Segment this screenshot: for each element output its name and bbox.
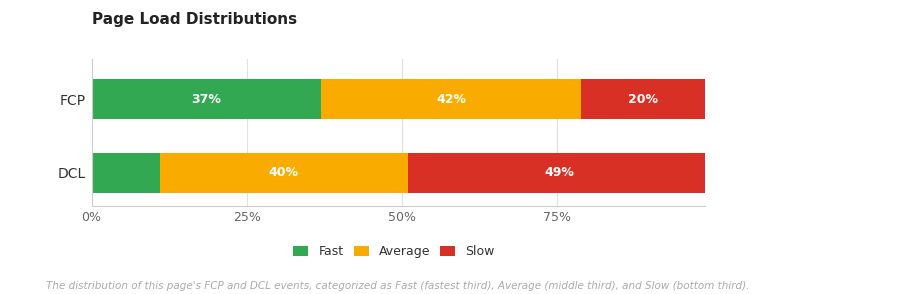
Text: 42%: 42%: [436, 93, 466, 106]
Bar: [582, 79, 705, 119]
Legend: Fast, Average, Slow: Fast, Average, Slow: [293, 245, 495, 258]
Bar: [92, 79, 321, 119]
Bar: [92, 153, 159, 193]
Text: Page Load Distributions: Page Load Distributions: [92, 12, 297, 27]
Text: The distribution of this page's FCP and DCL events, categorized as Fast (fastest: The distribution of this page's FCP and …: [46, 281, 749, 291]
Bar: [159, 153, 408, 193]
Text: 20%: 20%: [628, 93, 659, 106]
Bar: [321, 79, 582, 119]
Text: 40%: 40%: [268, 166, 299, 179]
Text: 37%: 37%: [191, 93, 222, 106]
Text: 49%: 49%: [545, 166, 574, 179]
Bar: [408, 153, 712, 193]
